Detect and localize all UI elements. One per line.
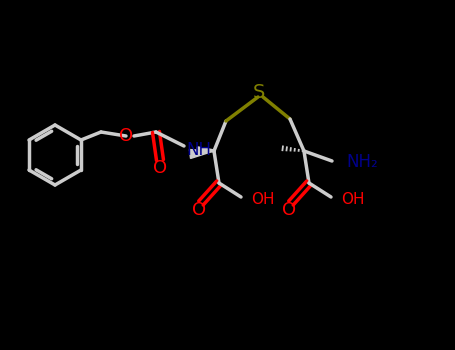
Text: O: O xyxy=(282,201,296,219)
Text: S: S xyxy=(253,83,265,102)
Text: O: O xyxy=(192,201,206,219)
Text: O: O xyxy=(153,159,167,177)
Text: OH: OH xyxy=(341,191,364,206)
Text: NH: NH xyxy=(186,141,211,159)
Text: O: O xyxy=(119,127,133,145)
Text: OH: OH xyxy=(251,191,274,206)
Polygon shape xyxy=(189,149,214,159)
Text: NH₂: NH₂ xyxy=(346,153,378,171)
